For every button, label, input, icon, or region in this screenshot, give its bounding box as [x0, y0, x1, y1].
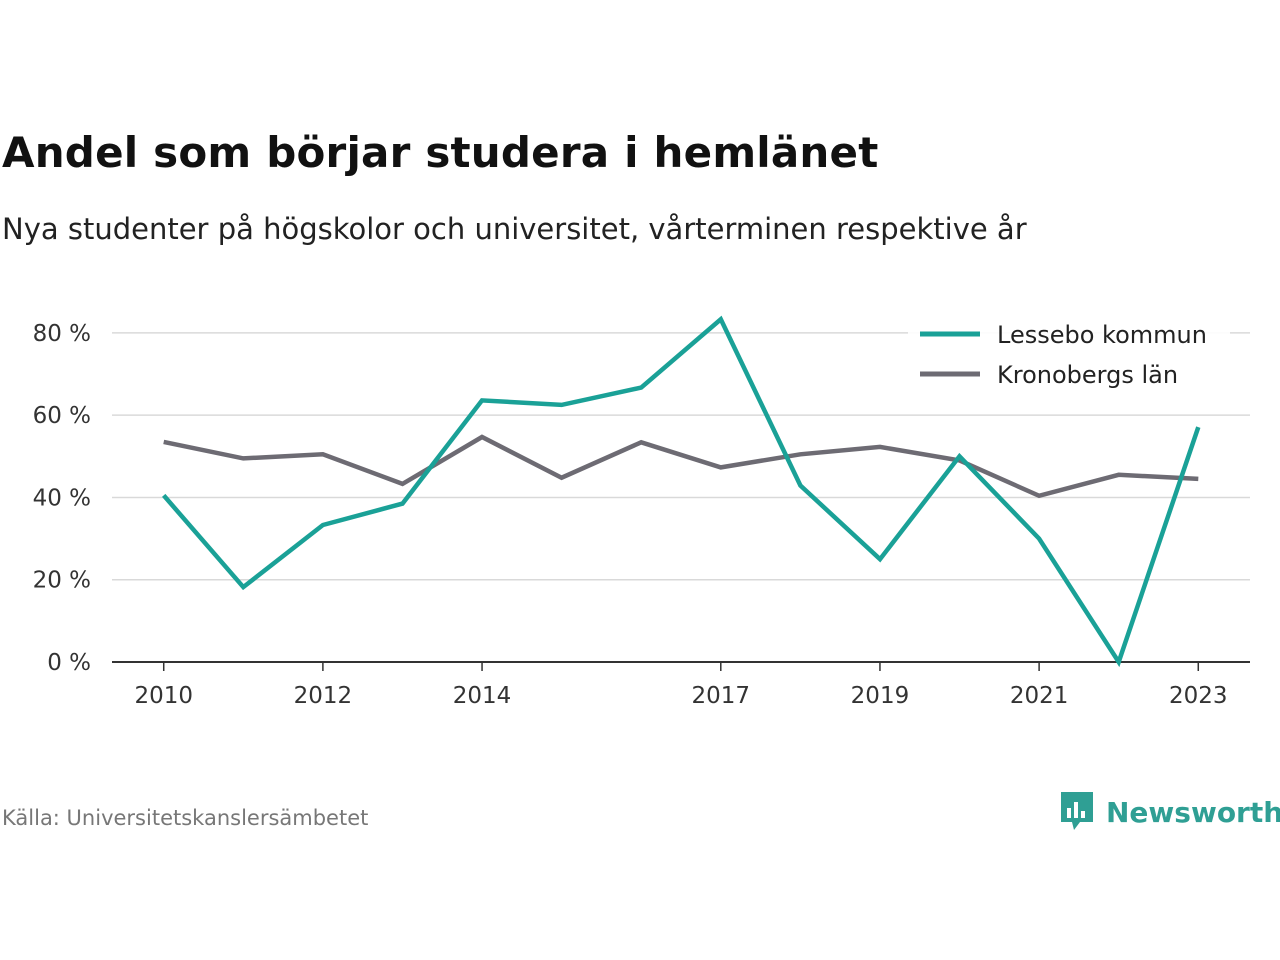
- x-tick-label: 2021: [1010, 683, 1069, 709]
- y-tick-label: 0 %: [47, 650, 91, 676]
- y-tick-label: 80 %: [33, 321, 91, 347]
- x-tick-label: 2014: [453, 683, 512, 709]
- y-tick-label: 60 %: [33, 403, 91, 429]
- bar-chart-speech-bubble-icon: [1061, 792, 1093, 830]
- y-tick-label: 20 %: [33, 568, 91, 594]
- series-lines: [162, 315, 1201, 668]
- series-line-kronobergs-län: [163, 434, 1199, 499]
- legend: Lessebo kommun Kronobergs län: [908, 314, 1230, 404]
- series-line-lessebo-kommun: [162, 315, 1201, 668]
- legend-background: [908, 314, 1230, 404]
- axes: 0 % 20 % 40 % 60 % 80 % 2010 2012 2014 2017 2019 2…: [33, 321, 1250, 709]
- x-tick-label: 2019: [851, 683, 910, 709]
- brand-name: Newsworthy: [1106, 795, 1280, 829]
- brand-logo: Newsworthy: [1058, 790, 1280, 834]
- x-tick-label: 2023: [1169, 683, 1228, 709]
- x-tick-label: 2012: [294, 683, 353, 709]
- source-note: Källa: Universitetskanslersämbetet: [2, 806, 369, 830]
- x-tick-label: 2017: [692, 683, 751, 709]
- legend-label: Kronobergs län: [997, 361, 1178, 389]
- legend-label: Lessebo kommun: [997, 321, 1207, 349]
- y-tick-label: 40 %: [33, 485, 91, 511]
- x-tick-label: 2010: [134, 683, 193, 709]
- chart-subtitle: Nya studenter på högskolor och universit…: [2, 212, 1027, 246]
- chart-title: Andel som börjar studera i hemlänet: [2, 128, 879, 177]
